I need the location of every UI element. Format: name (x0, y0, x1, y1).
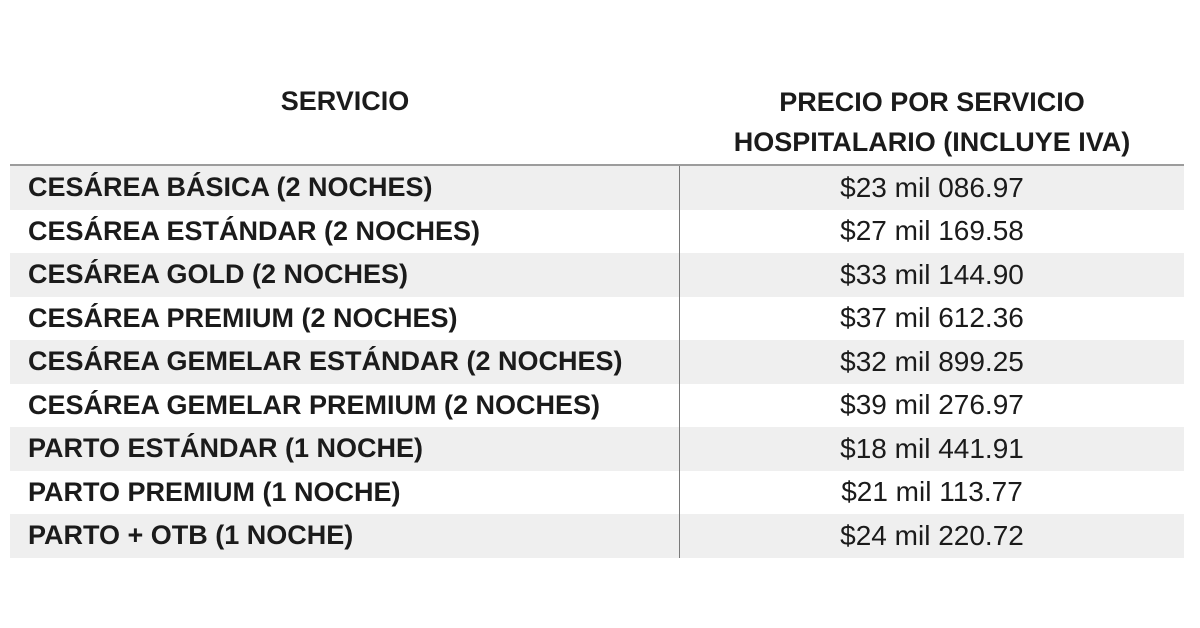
table-header: SERVICIO PRECIO POR SERVICIO HOSPITALARI… (10, 80, 1184, 166)
price-cell: $18 mil 441.91 (840, 432, 1024, 464)
price-cell: $37 mil 612.36 (840, 302, 1024, 334)
service-cell: CESÁREA BÁSICA (2 NOCHES) (10, 166, 680, 210)
service-cell: CESÁREA GEMELAR ESTÁNDAR (2 NOCHES) (10, 340, 680, 384)
price-cell: $24 mil 220.72 (840, 519, 1024, 551)
service-cell: CESÁREA ESTÁNDAR (2 NOCHES) (10, 209, 680, 253)
header-price: PRECIO POR SERVICIO HOSPITALARIO (INCLUY… (680, 80, 1184, 164)
table-row: CESÁREA GEMELAR ESTÁNDAR (2 NOCHES) $32 … (10, 340, 1184, 384)
header-price-line1: PRECIO POR SERVICIO (779, 87, 1085, 117)
table-row: CESÁREA BÁSICA (2 NOCHES) $23 mil 086.97 (10, 166, 1184, 210)
table-row: CESÁREA GOLD (2 NOCHES) $33 mil 144.90 (10, 253, 1184, 297)
price-cell: $32 mil 899.25 (840, 345, 1024, 377)
price-cell: $27 mil 169.58 (840, 215, 1024, 247)
service-cell: CESÁREA GOLD (2 NOCHES) (10, 253, 680, 297)
service-cell: CESÁREA GEMELAR PREMIUM (2 NOCHES) (10, 383, 680, 427)
service-cell: PARTO PREMIUM (1 NOCHE) (10, 470, 680, 514)
price-table: SERVICIO PRECIO POR SERVICIO HOSPITALARI… (10, 80, 1184, 558)
table-row: PARTO ESTÁNDAR (1 NOCHE) $18 mil 441.91 (10, 427, 1184, 471)
table-row: PARTO + OTB (1 NOCHE) $24 mil 220.72 (10, 514, 1184, 558)
price-cell: $21 mil 113.77 (841, 476, 1023, 508)
header-service: SERVICIO (280, 86, 410, 116)
table-row: CESÁREA ESTÁNDAR (2 NOCHES) $27 mil 169.… (10, 209, 1184, 253)
header-price-line2: HOSPITALARIO (INCLUYE IVA) (733, 127, 1131, 157)
price-cell: $33 mil 144.90 (840, 258, 1024, 290)
table-row: CESÁREA GEMELAR PREMIUM (2 NOCHES) $39 m… (10, 383, 1184, 427)
table-row: PARTO PREMIUM (1 NOCHE) $21 mil 113.77 (10, 470, 1184, 514)
service-cell: PARTO ESTÁNDAR (1 NOCHE) (10, 427, 680, 471)
service-cell: CESÁREA PREMIUM (2 NOCHES) (10, 296, 680, 340)
price-cell: $39 mil 276.97 (840, 389, 1024, 421)
price-cell: $23 mil 086.97 (840, 171, 1024, 203)
service-cell: PARTO + OTB (1 NOCHE) (10, 514, 680, 558)
table-row: CESÁREA PREMIUM (2 NOCHES) $37 mil 612.3… (10, 296, 1184, 340)
